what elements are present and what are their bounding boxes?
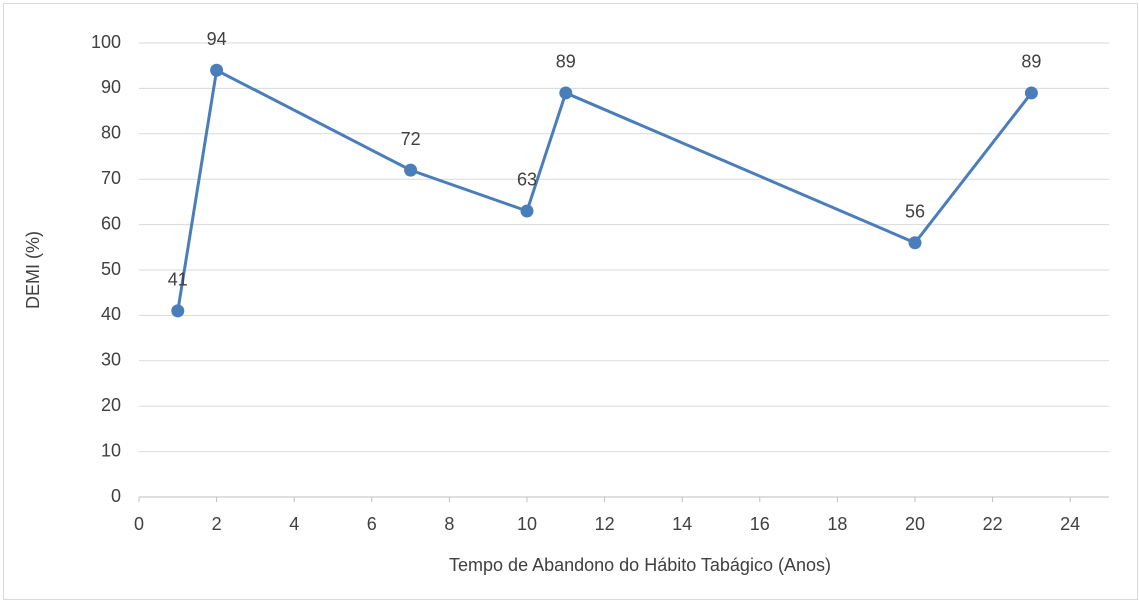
x-tick-label: 24 — [1060, 514, 1080, 534]
data-point — [1024, 86, 1038, 100]
data-label: 89 — [556, 52, 576, 72]
y-tick-label: 0 — [111, 486, 121, 506]
chart-border — [3, 3, 1138, 600]
x-axis-title: Tempo de Abandono do Hábito Tabágico (An… — [449, 555, 831, 575]
x-tick-label: 8 — [444, 514, 454, 534]
x-tick-label: 6 — [367, 514, 377, 534]
y-axis-title: DEMI (%) — [23, 231, 43, 309]
data-point — [210, 63, 224, 77]
y-tick-label: 60 — [101, 213, 121, 233]
data-label: 72 — [401, 129, 421, 149]
data-point — [404, 163, 418, 177]
x-tick-label: 4 — [289, 514, 299, 534]
y-tick-label: 80 — [101, 123, 121, 143]
y-tick-label: 10 — [101, 440, 121, 460]
data-label: 63 — [517, 170, 537, 190]
y-tick-label: 70 — [101, 168, 121, 188]
y-tick-label: 30 — [101, 350, 121, 370]
x-tick-label: 0 — [134, 514, 144, 534]
x-tick-label: 2 — [212, 514, 222, 534]
data-point — [559, 86, 573, 100]
data-point — [908, 236, 922, 250]
x-tick-label: 22 — [983, 514, 1003, 534]
data-label: 41 — [168, 270, 188, 290]
x-tick-label: 20 — [905, 514, 925, 534]
data-point — [520, 204, 534, 218]
data-label: 94 — [207, 29, 227, 49]
x-tick-label: 18 — [827, 514, 847, 534]
data-point — [171, 304, 185, 318]
x-tick-label: 14 — [672, 514, 692, 534]
y-tick-label: 90 — [101, 77, 121, 97]
y-tick-label: 100 — [91, 32, 121, 52]
x-tick-label: 16 — [750, 514, 770, 534]
y-tick-label: 40 — [101, 304, 121, 324]
y-tick-label: 50 — [101, 259, 121, 279]
data-label: 56 — [905, 202, 925, 222]
x-tick-label: 10 — [517, 514, 537, 534]
y-tick-label: 20 — [101, 395, 121, 415]
data-label: 89 — [1021, 52, 1041, 72]
x-tick-label: 12 — [595, 514, 615, 534]
